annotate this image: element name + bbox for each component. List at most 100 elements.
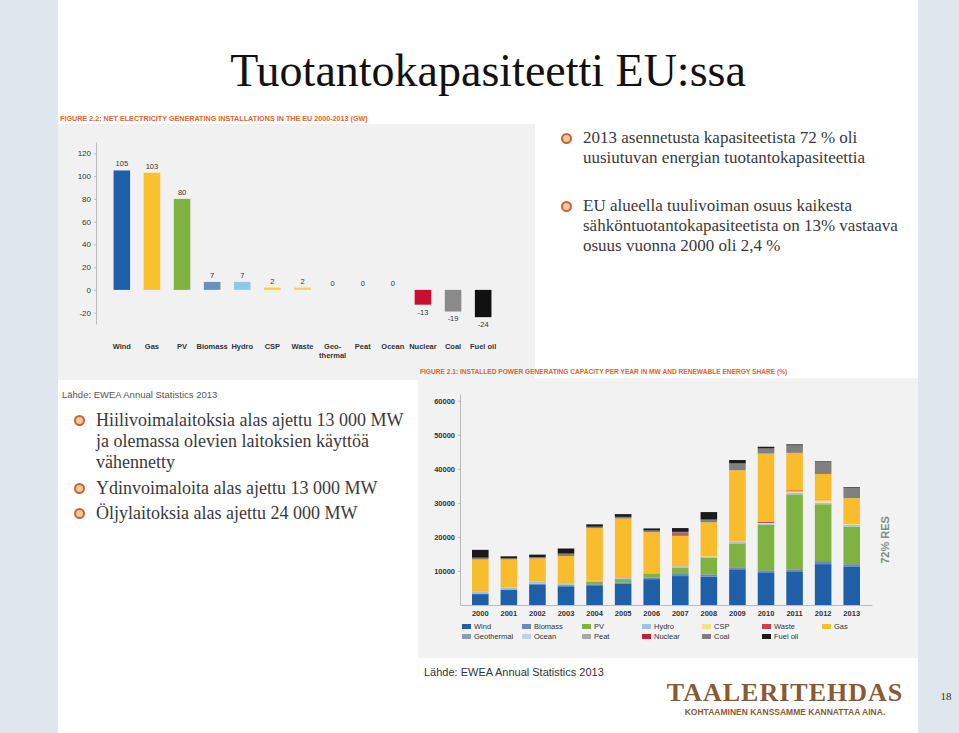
bar-segment <box>501 590 518 605</box>
legend-item: Waste <box>762 622 795 631</box>
bar-segment <box>729 463 746 470</box>
legend-item: CSP <box>702 622 729 631</box>
bar <box>415 290 432 305</box>
bar-segment <box>758 522 775 523</box>
bar-segment <box>586 584 603 585</box>
bar-segment <box>501 559 518 560</box>
bar-segment <box>672 534 689 535</box>
x-axis: 2000200120022003200420052006200720082009… <box>461 605 873 618</box>
bar <box>144 173 161 290</box>
data-label: 105 <box>116 159 129 168</box>
bar-segment <box>501 588 518 590</box>
tick: 10000 <box>434 567 460 576</box>
tick-label: 2003 <box>558 609 575 618</box>
tick-mark <box>94 199 96 200</box>
tick: 2010 <box>758 605 775 618</box>
bar-segment <box>529 558 546 559</box>
tick-label: 120 <box>78 149 92 158</box>
chart-title: FIGURE 2.1: INSTALLED POWER GENERATING C… <box>420 368 787 376</box>
slide-title: Tuotantokapasiteetti EU:ssa <box>230 45 746 96</box>
bar-segment <box>843 488 860 498</box>
bar-segment <box>701 558 718 575</box>
tick-label: 10000 <box>434 567 455 576</box>
bar-segment <box>529 558 546 559</box>
tick: 120 <box>78 149 96 158</box>
tick-mark <box>94 176 96 177</box>
bar <box>114 170 131 289</box>
legend-swatch <box>822 624 831 629</box>
tick: 20000 <box>434 533 460 542</box>
bar-segment <box>643 577 660 579</box>
bar-segment <box>529 558 546 581</box>
bullet-text: Hiilivoimalaitoksia alas ajettu 13 000 M… <box>96 410 403 472</box>
bar-segment <box>529 582 546 584</box>
bar-segment <box>843 527 860 564</box>
bar-segment <box>701 574 718 576</box>
bar-segment <box>472 592 489 594</box>
legend-swatch <box>462 624 471 629</box>
tick-label: 80 <box>82 195 91 204</box>
legend-item: Gas <box>822 622 848 631</box>
tick-label: 100 <box>78 172 92 181</box>
legend-label: PV <box>594 622 604 631</box>
tick-label: 2002 <box>529 609 546 618</box>
data-label: -24 <box>478 320 489 329</box>
bar-segment <box>843 487 860 489</box>
bar-segment <box>501 559 518 560</box>
bar-segment <box>843 524 860 525</box>
bar-segment <box>643 530 660 532</box>
legend-item: Biomass <box>522 622 563 631</box>
data-label: 0 <box>331 279 335 288</box>
bar <box>324 289 341 290</box>
tick: 2004 <box>586 605 604 618</box>
bar-segment <box>558 549 575 554</box>
legend-label: Biomass <box>534 622 563 631</box>
legend-item: Fuel oil <box>762 632 799 641</box>
legend-label: Fuel oil <box>774 632 799 641</box>
bar-segment <box>758 524 775 526</box>
legend-item: Hydro <box>642 622 674 631</box>
legend-item: Wind <box>462 622 491 631</box>
bar <box>294 288 311 290</box>
tick-label: 2009 <box>729 609 746 618</box>
tick: 2005 <box>615 605 632 618</box>
bar-segment <box>586 524 603 526</box>
tick: 2012 <box>815 605 832 618</box>
legend-label: CSP <box>714 622 729 631</box>
bar-segment <box>586 528 603 581</box>
legend-item: Coal <box>702 632 730 641</box>
bar-segment <box>786 493 803 494</box>
data-label: 0 <box>391 279 395 288</box>
bullet-item: 2013 asennetusta kapasiteetista 72 % oli… <box>583 128 913 168</box>
tick: 2007 <box>672 605 689 618</box>
bar-segment <box>672 535 689 536</box>
tick-mark <box>94 290 96 291</box>
bar-segment <box>615 579 632 582</box>
bar-segment <box>558 556 575 583</box>
tagline: KOHTAAMINEN KANSSAMME KANNATTAA AINA. <box>685 707 886 717</box>
bars <box>114 170 492 317</box>
bar-segment <box>643 528 660 530</box>
bar-segment <box>786 494 803 569</box>
tick-label: 0 <box>87 286 92 295</box>
bar-segment <box>701 520 718 523</box>
legend-label: Hydro <box>654 622 674 631</box>
tick: 2011 <box>786 605 802 618</box>
tick: 2000 <box>472 605 489 618</box>
bar-segment <box>615 584 632 605</box>
bar-segment <box>786 572 803 605</box>
category-label: Coal <box>445 342 461 351</box>
bar-segment <box>786 453 803 490</box>
legend-label: Gas <box>834 622 848 631</box>
tick-label: 2010 <box>758 609 775 618</box>
bar-segment <box>786 444 803 445</box>
bar-segment <box>729 543 746 567</box>
bar-segment <box>758 570 775 572</box>
data-label: 7 <box>210 271 214 280</box>
data-label: 103 <box>146 162 159 171</box>
tick-label: 20 <box>82 263 91 272</box>
bar <box>174 199 191 290</box>
bar-segment <box>672 536 689 567</box>
data-label: -13 <box>418 308 429 317</box>
tick-mark <box>94 244 96 245</box>
